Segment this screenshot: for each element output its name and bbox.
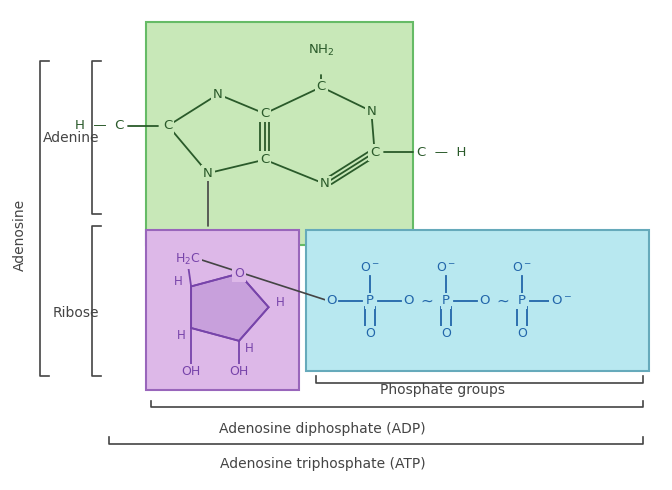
Text: O: O — [234, 267, 244, 280]
Text: Adenosine: Adenosine — [13, 199, 26, 271]
Text: H$_2$C: H$_2$C — [175, 252, 200, 268]
Text: C  —  H: C — H — [417, 146, 466, 159]
Text: O$^-$: O$^-$ — [512, 261, 532, 274]
Text: O: O — [441, 327, 451, 340]
Text: H  —  C: H — C — [75, 119, 125, 132]
Text: N: N — [213, 88, 223, 101]
Text: O: O — [517, 327, 527, 340]
Text: O: O — [365, 327, 375, 340]
Text: C: C — [317, 80, 326, 94]
Polygon shape — [191, 273, 269, 341]
FancyBboxPatch shape — [146, 230, 299, 391]
Text: P: P — [366, 294, 374, 307]
Text: C: C — [163, 119, 173, 132]
Text: Adenosine diphosphate (ADP): Adenosine diphosphate (ADP) — [219, 422, 426, 436]
Text: Ribose: Ribose — [53, 306, 99, 320]
Text: O$^-$: O$^-$ — [360, 261, 380, 274]
Text: ~: ~ — [496, 293, 509, 308]
Text: O: O — [403, 294, 414, 307]
Text: C: C — [370, 146, 379, 159]
Text: OH: OH — [181, 366, 201, 378]
Text: H: H — [173, 275, 182, 288]
Text: N: N — [320, 177, 329, 190]
Text: H: H — [276, 296, 285, 309]
Text: H: H — [177, 329, 185, 342]
Text: Phosphate groups: Phosphate groups — [380, 383, 505, 397]
Text: C: C — [370, 146, 379, 159]
Text: N: N — [366, 105, 376, 118]
Text: C: C — [260, 153, 269, 166]
Text: O$^-$: O$^-$ — [436, 261, 456, 274]
Text: O: O — [479, 294, 490, 307]
Text: H: H — [245, 342, 253, 355]
Text: Adenosine triphosphate (ATP): Adenosine triphosphate (ATP) — [220, 457, 425, 471]
Text: O: O — [326, 294, 337, 307]
FancyBboxPatch shape — [146, 22, 413, 245]
Text: OH: OH — [229, 366, 249, 378]
FancyBboxPatch shape — [306, 230, 649, 371]
Text: C: C — [260, 107, 269, 120]
Text: N: N — [203, 167, 213, 180]
Text: P: P — [442, 294, 450, 307]
Text: NH$_2$: NH$_2$ — [308, 43, 335, 58]
Text: ~: ~ — [420, 293, 433, 308]
Text: O$^-$: O$^-$ — [550, 294, 572, 307]
Text: P: P — [518, 294, 526, 307]
Text: Adenine: Adenine — [43, 131, 99, 146]
